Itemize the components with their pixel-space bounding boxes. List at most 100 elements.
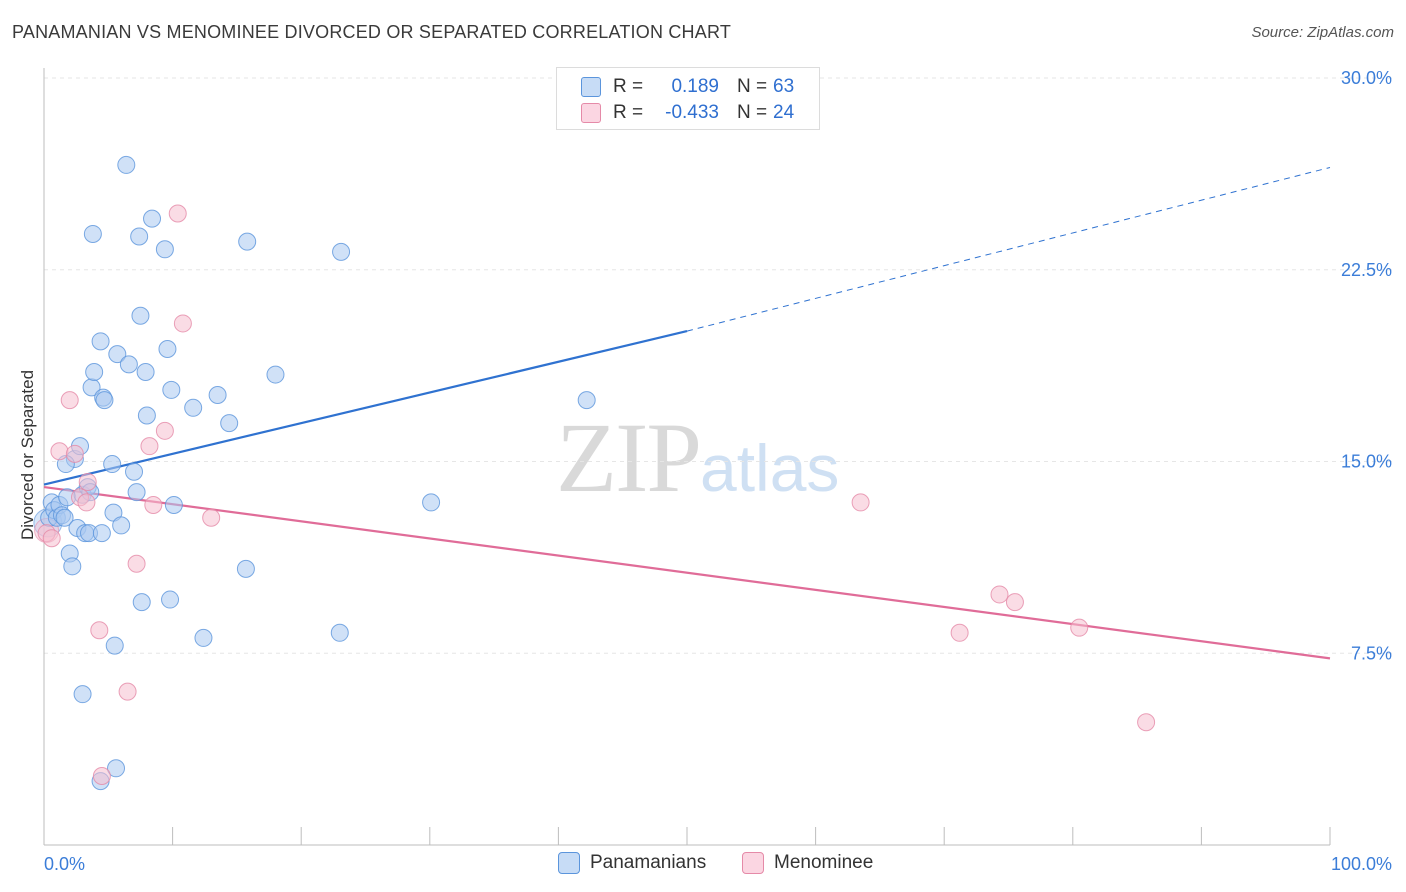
- trend-line-menominee: [43, 485, 1331, 660]
- point-menominee: [50, 442, 69, 461]
- point-panamanians: [164, 495, 183, 514]
- point-menominee: [1137, 713, 1156, 732]
- legend-row-menominee: R = -0.433 N = 24: [581, 101, 794, 125]
- point-panamanians: [91, 332, 110, 351]
- point-panamanians: [236, 559, 255, 578]
- x-tick-label: 100.0%: [1331, 854, 1392, 874]
- axes: [43, 68, 1331, 846]
- point-menominee: [140, 437, 159, 456]
- point-menominee: [950, 623, 969, 642]
- point-menominee: [144, 495, 163, 514]
- point-menominee: [77, 493, 96, 512]
- point-panamanians: [238, 232, 257, 251]
- y-tick-label: 15.0%: [1341, 452, 1392, 472]
- point-panamanians: [130, 227, 149, 246]
- point-panamanians: [127, 483, 146, 502]
- point-panamanians: [85, 363, 104, 382]
- legend-swatch-pink: [742, 852, 764, 874]
- point-menominee: [90, 621, 109, 640]
- point-panamanians: [63, 557, 82, 576]
- watermark-atlas: atlas: [700, 431, 840, 505]
- point-panamanians: [92, 524, 111, 543]
- point-menominee: [118, 682, 137, 701]
- source-label: Source: ZipAtlas.com: [1251, 24, 1394, 41]
- n-value: 63: [773, 76, 795, 97]
- legend-label: Menominee: [774, 852, 874, 873]
- point-panamanians: [162, 380, 181, 399]
- watermark: ZIPatlas: [556, 400, 839, 515]
- point-menominee: [202, 508, 221, 527]
- point-panamanians: [131, 306, 150, 325]
- point-panamanians: [103, 455, 122, 474]
- y-tick-label: 22.5%: [1341, 260, 1392, 280]
- point-menominee: [1070, 618, 1089, 637]
- point-menominee: [127, 554, 146, 573]
- point-menominee: [78, 472, 97, 491]
- y-tick-label: 7.5%: [1351, 643, 1392, 663]
- point-panamanians: [143, 209, 162, 228]
- point-menominee: [168, 204, 187, 223]
- point-menominee: [851, 493, 870, 512]
- point-panamanians: [330, 623, 349, 642]
- point-panamanians: [112, 516, 131, 535]
- point-panamanians: [220, 414, 239, 433]
- chart-title: PANAMANIAN VS MENOMINEE DIVORCED OR SEPA…: [12, 22, 732, 42]
- point-panamanians: [332, 242, 351, 261]
- x-tick-label: 0.0%: [44, 854, 85, 874]
- tick-labels: 7.5% 15.0% 22.5% 30.0% 0.0% 100.0%: [44, 68, 1392, 874]
- point-panamanians: [155, 240, 174, 259]
- r-value: -0.433: [665, 102, 719, 123]
- n-label: N =: [737, 76, 768, 97]
- r-label: R =: [613, 76, 644, 97]
- legend-swatch-blue: [581, 77, 601, 97]
- point-panamanians: [208, 386, 227, 405]
- point-panamanians: [108, 345, 127, 364]
- legend-item-menominee[interactable]: Menominee: [742, 852, 873, 874]
- point-panamanians: [117, 155, 136, 174]
- point-panamanians: [105, 636, 124, 655]
- point-menominee: [65, 444, 84, 463]
- point-panamanians: [577, 391, 596, 410]
- point-panamanians: [119, 355, 138, 374]
- correlation-legend: R = 0.189 N = 63 R = -0.433 N = 24: [556, 67, 820, 130]
- point-menominee: [173, 314, 192, 333]
- point-menominee: [42, 529, 61, 548]
- point-panamanians: [132, 593, 151, 612]
- point-panamanians: [184, 398, 203, 417]
- n-value: 24: [773, 102, 795, 123]
- point-panamanians: [161, 590, 180, 609]
- point-menominee: [155, 421, 174, 440]
- trend-line-panamanians-extension: [686, 166, 1331, 332]
- point-menominee: [990, 585, 1009, 604]
- point-panamanians: [158, 340, 177, 359]
- point-panamanians: [73, 685, 92, 704]
- series-legend: Panamanians Menominee: [0, 852, 1406, 876]
- n-label: N =: [737, 102, 768, 123]
- y-tick-label: 30.0%: [1341, 68, 1392, 88]
- point-menominee: [92, 766, 111, 785]
- point-menominee: [60, 391, 79, 410]
- data-points: [33, 155, 1156, 791]
- legend-row-panamanians: R = 0.189 N = 63: [581, 75, 794, 99]
- point-panamanians: [266, 365, 285, 384]
- point-panamanians: [107, 759, 126, 778]
- point-panamanians: [125, 462, 144, 481]
- legend-swatch-pink: [581, 103, 601, 123]
- point-panamanians: [422, 493, 441, 512]
- trend-line-panamanians: [43, 330, 688, 486]
- point-panamanians: [194, 628, 213, 647]
- watermark-zip: ZIP: [556, 402, 702, 513]
- legend-label: Panamanians: [590, 852, 707, 873]
- point-panamanians: [83, 224, 102, 243]
- point-panamanians: [136, 363, 155, 382]
- r-label: R =: [613, 102, 644, 123]
- r-value: 0.189: [671, 76, 719, 97]
- point-panamanians: [95, 391, 114, 410]
- trend-lines: [43, 166, 1331, 660]
- legend-swatch-blue: [558, 852, 580, 874]
- point-panamanians: [55, 508, 74, 527]
- legend-item-panamanians[interactable]: Panamanians: [558, 852, 706, 874]
- point-menominee: [1005, 593, 1024, 612]
- point-panamanians: [137, 406, 156, 425]
